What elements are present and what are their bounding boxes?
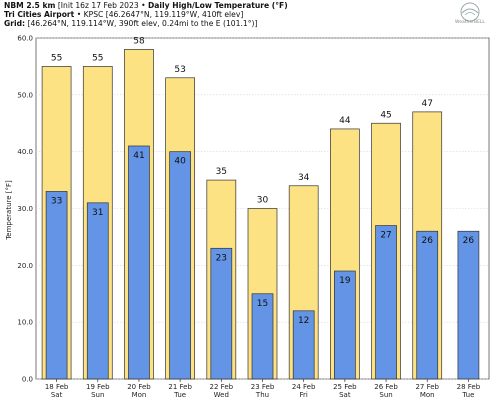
x-tick-date: 22 Feb — [210, 383, 234, 391]
x-tick-day: Fri — [300, 391, 308, 399]
high-value-label: 53 — [174, 65, 185, 75]
high-value-label: 58 — [133, 36, 145, 46]
y-tick-labels: 0.0 10.0 20.0 30.0 40.0 50.0 60.0 — [17, 35, 33, 384]
low-value-label: 15 — [257, 299, 268, 309]
low-bar — [128, 145, 150, 380]
header-line-station: Tri Cities Airport • KPSC [46.2647°N, 11… — [4, 10, 243, 20]
low-value-label: 26 — [422, 236, 434, 246]
x-tick-day: Thu — [255, 391, 269, 399]
y-tick-label: 0.0 — [22, 376, 33, 384]
x-tick-day: Sun — [91, 391, 104, 399]
bullet-separator: • — [141, 1, 146, 10]
high-value-label: 30 — [257, 196, 269, 206]
low-value-label: 23 — [216, 253, 227, 263]
grid-details: [46.264°N, 119.114°W, 390ft elev, 0.24mi… — [27, 19, 258, 28]
x-tick-date: 21 Feb — [168, 383, 192, 391]
low-value-label: 19 — [339, 276, 351, 286]
low-bar — [375, 225, 397, 380]
x-tick-date: 25 Feb — [333, 383, 357, 391]
low-value-label: 27 — [380, 231, 391, 241]
x-tick-date: 20 Feb — [127, 383, 151, 391]
station-name: Tri Cities Airport — [4, 10, 75, 19]
x-tick-date: 27 Feb — [415, 383, 439, 391]
x-tick-date: 19 Feb — [86, 383, 110, 391]
low-value-label: 41 — [133, 151, 144, 161]
weatherbell-logo: WeatherBELL — [455, 2, 485, 24]
chart-title: Daily High/Low Temperature (°F) — [148, 1, 288, 10]
low-bar — [169, 151, 191, 380]
x-tick-date: 23 Feb — [251, 383, 275, 391]
header-line-model: NBM 2.5 km [Init 16z 17 Feb 2023 • Daily… — [4, 1, 288, 11]
x-tick-date: 28 Feb — [457, 383, 481, 391]
init-time: [Init 16z 17 Feb 2023 — [57, 1, 139, 10]
low-bar — [210, 247, 233, 380]
x-tick-day: Sat — [51, 391, 63, 399]
bullet-separator: • — [76, 10, 82, 19]
high-value-label: 55 — [92, 53, 103, 63]
low-bar — [334, 270, 356, 380]
y-tick-label: 30.0 — [17, 205, 33, 213]
high-value-label: 34 — [298, 173, 310, 183]
low-bar — [86, 202, 109, 380]
y-axis-label: Temperature [°F] — [5, 180, 13, 241]
high-value-label: 47 — [422, 99, 433, 109]
header-line-grid: Grid: [46.264°N, 119.114°W, 390ft elev, … — [4, 19, 257, 29]
y-tick-label: 40.0 — [17, 148, 33, 156]
model-name: NBM 2.5 km — [4, 1, 56, 10]
x-tick-day: Sat — [339, 391, 351, 399]
low-bar — [416, 230, 439, 380]
x-tick-day: Tue — [173, 391, 186, 399]
low-bar — [457, 230, 480, 380]
high-value-label: 44 — [339, 116, 351, 126]
x-tick-day: Tue — [461, 391, 474, 399]
high-value-label: 55 — [51, 53, 62, 63]
x-tick-day: Wed — [214, 391, 229, 399]
station-details: KPSC [46.2647°N, 119.119°W, 410ft elev] — [83, 10, 244, 19]
low-value-label: 40 — [174, 157, 186, 167]
low-value-label: 26 — [463, 236, 475, 246]
x-tick-date: 26 Feb — [374, 383, 398, 391]
x-tick-day: Mon — [420, 391, 435, 399]
grid-label: Grid: — [4, 19, 26, 28]
low-value-label: 31 — [92, 208, 103, 218]
low-value-label: 12 — [298, 316, 309, 326]
y-tick-label: 20.0 — [17, 262, 33, 270]
y-tick-label: 60.0 — [17, 35, 33, 43]
svg-text:WeatherBELL: WeatherBELL — [455, 19, 485, 24]
y-tick-label: 10.0 — [17, 319, 33, 327]
x-tick-day: Sun — [379, 391, 392, 399]
x-tick-day: Mon — [132, 391, 147, 399]
high-value-label: 35 — [216, 167, 227, 177]
x-tick-date: 18 Feb — [45, 383, 69, 391]
x-tick-date: 24 Feb — [292, 383, 316, 391]
low-bar — [45, 191, 68, 380]
y-tick-label: 50.0 — [17, 91, 33, 99]
high-value-label: 45 — [380, 110, 391, 120]
low-series: 33 31 41 40 23 15 12 19 27 26 26 — [45, 145, 480, 380]
low-value-label: 33 — [51, 196, 62, 206]
